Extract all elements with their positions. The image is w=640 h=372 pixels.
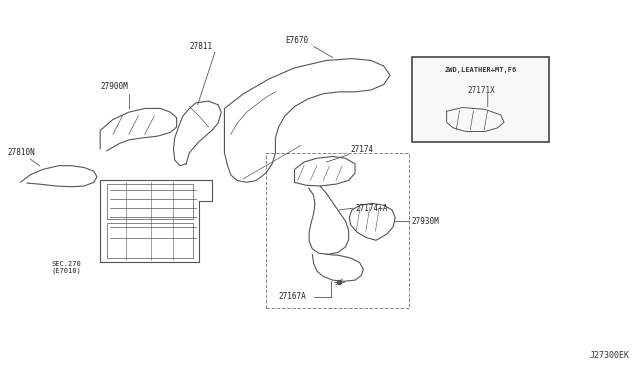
Text: 27930M: 27930M [411, 217, 439, 225]
Text: 27810N: 27810N [8, 148, 35, 157]
Text: 27811: 27811 [189, 42, 212, 51]
Text: 2WD,LEATHER+MT,F6: 2WD,LEATHER+MT,F6 [445, 67, 517, 73]
Text: 27174+A: 27174+A [355, 203, 387, 213]
Text: (E7010): (E7010) [51, 268, 81, 274]
Text: 27171X: 27171X [467, 87, 495, 96]
Bar [106, 223, 193, 258]
Text: 27167A: 27167A [278, 292, 307, 301]
Text: 27174: 27174 [351, 144, 374, 154]
Text: 27900M: 27900M [100, 82, 128, 91]
Text: J27300EK: J27300EK [589, 350, 629, 359]
Bar [266, 153, 409, 308]
Bar [412, 57, 549, 142]
Text: E7670: E7670 [285, 36, 308, 45]
Bar [106, 184, 193, 219]
Text: SEC.270: SEC.270 [51, 260, 81, 266]
